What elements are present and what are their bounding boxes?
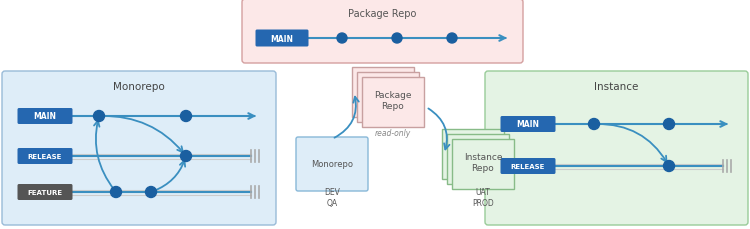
Text: Monorepo: Monorepo <box>113 82 165 92</box>
Text: Instance: Instance <box>594 82 639 92</box>
Text: RELEASE: RELEASE <box>28 153 62 159</box>
Bar <box>442 129 504 179</box>
Bar <box>452 139 514 189</box>
Bar <box>362 78 424 128</box>
Bar <box>447 134 509 184</box>
Text: FEATURE: FEATURE <box>28 189 62 195</box>
Text: DEV
QA: DEV QA <box>324 188 340 207</box>
Circle shape <box>146 187 157 198</box>
FancyBboxPatch shape <box>485 72 748 225</box>
FancyBboxPatch shape <box>256 30 308 47</box>
Text: read-only: read-only <box>375 129 411 138</box>
FancyBboxPatch shape <box>500 117 556 132</box>
Text: Monorepo: Monorepo <box>311 160 353 169</box>
Bar <box>357 73 419 123</box>
Text: RELEASE: RELEASE <box>511 163 545 169</box>
FancyBboxPatch shape <box>2 72 276 225</box>
Text: Instance
Repo: Instance Repo <box>464 153 503 172</box>
Text: Package Repo: Package Repo <box>348 9 417 19</box>
FancyBboxPatch shape <box>17 109 73 124</box>
Circle shape <box>94 111 104 122</box>
Text: Package
Repo: Package Repo <box>374 91 412 110</box>
Text: MAIN: MAIN <box>34 112 56 121</box>
Circle shape <box>392 34 402 44</box>
Text: MAIN: MAIN <box>517 120 539 129</box>
Text: UAT
PROD: UAT PROD <box>472 188 494 207</box>
FancyBboxPatch shape <box>242 0 523 64</box>
Circle shape <box>664 119 674 130</box>
Circle shape <box>110 187 122 198</box>
FancyBboxPatch shape <box>296 137 368 191</box>
Circle shape <box>181 111 191 122</box>
Circle shape <box>181 151 191 162</box>
Circle shape <box>589 119 599 130</box>
Bar <box>352 68 414 117</box>
FancyBboxPatch shape <box>17 148 73 164</box>
FancyBboxPatch shape <box>500 158 556 174</box>
Circle shape <box>337 34 347 44</box>
Circle shape <box>664 161 674 172</box>
Text: MAIN: MAIN <box>271 34 293 43</box>
Circle shape <box>447 34 457 44</box>
FancyBboxPatch shape <box>17 184 73 200</box>
